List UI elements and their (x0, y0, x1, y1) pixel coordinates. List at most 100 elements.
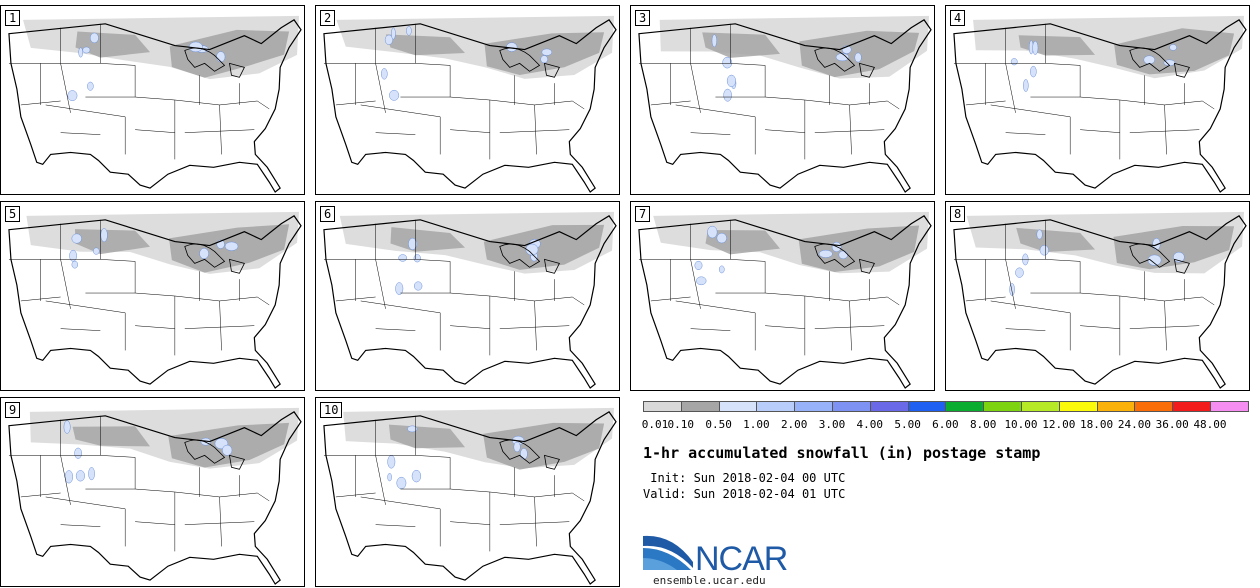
state-boundary (85, 292, 175, 297)
snow-spot (1036, 229, 1043, 240)
state-boundary (1129, 129, 1200, 133)
snow-spot (1010, 58, 1018, 66)
state-boundary (1129, 325, 1200, 329)
snow-spot (831, 241, 842, 252)
member-number-label: 8 (950, 206, 966, 222)
snow-band-west (74, 229, 151, 255)
state-boundary (730, 259, 766, 262)
state-boundary (1119, 99, 1203, 106)
colorbar-swatch (1134, 401, 1174, 412)
state-boundary (690, 223, 701, 309)
snow-spot (387, 473, 392, 482)
state-boundary (219, 104, 222, 155)
snow-band-heavy (483, 224, 605, 270)
state-boundary (715, 96, 805, 101)
colorbar-tick-label: 36.00 (1155, 418, 1189, 431)
state-boundary (135, 521, 175, 525)
state-boundary (489, 295, 573, 302)
member-number-label: 9 (5, 402, 21, 418)
snow-band-west (385, 34, 466, 56)
state-boundary (100, 259, 136, 262)
snow-spot (1152, 237, 1161, 251)
state-boundary (849, 104, 852, 155)
state-boundary (184, 521, 255, 525)
great-lakes (499, 243, 560, 274)
state-boundary (1005, 328, 1046, 331)
snow-spot (75, 470, 86, 482)
snow-spot (395, 282, 404, 296)
state-boundary (499, 521, 570, 525)
snow-spot (722, 56, 733, 69)
state-boundary (375, 524, 416, 527)
us-map (8, 15, 302, 193)
member-number-label: 7 (635, 206, 651, 222)
member-number-label: 2 (320, 10, 336, 26)
state-boundary (219, 300, 222, 351)
member-number-label: 1 (5, 10, 21, 26)
site-url: ensemble.ucar.edu (653, 574, 766, 587)
member-map-panel: 1 (0, 5, 305, 195)
colorbar-swatch (680, 401, 720, 412)
snow-spot (63, 420, 71, 434)
member-map-panel: 3 (630, 5, 935, 195)
us-outline (638, 215, 932, 389)
state-boundary (415, 455, 451, 458)
state-boundary (45, 300, 126, 314)
colorbar-tick-label: 8.00 (969, 418, 997, 431)
state-boundary (60, 132, 101, 135)
snow-spot (69, 249, 77, 262)
great-lakes (499, 47, 560, 78)
snow-spot (1023, 79, 1029, 92)
state-boundary (804, 99, 888, 106)
snow-spot (71, 260, 79, 269)
member-map-panel: 8 (945, 201, 1250, 391)
state-boundary (415, 259, 451, 262)
snow-spot (1147, 254, 1162, 266)
snow-spot (413, 281, 423, 291)
state-boundary (690, 328, 731, 331)
state-boundary (675, 104, 756, 118)
colorbar-tick-label: 3.00 (818, 418, 846, 431)
state-boundary (1005, 132, 1046, 135)
snow-spot (64, 470, 74, 484)
snow-band-heavy (1113, 226, 1235, 270)
colorbar-tick-label: 18.00 (1080, 418, 1114, 431)
state-boundary (450, 129, 490, 133)
colorbar-swatch (756, 401, 796, 412)
ncar-logo-icon (643, 535, 693, 570)
state-boundary (415, 63, 451, 66)
state-boundary (730, 63, 766, 66)
state-boundary (257, 296, 270, 306)
state-boundary (1005, 27, 1016, 113)
snow-spot (398, 254, 408, 262)
init-time: Init: Sun 2018-02-04 00 UTC (643, 471, 846, 485)
state-boundary (257, 100, 270, 110)
colorbar-swatch (945, 401, 985, 412)
us-map (953, 211, 1247, 389)
state-boundary (174, 295, 258, 302)
member-map-panel: 9 (0, 397, 305, 587)
state-boundary (174, 99, 258, 106)
great-lakes (184, 243, 245, 274)
snow-spot (413, 254, 421, 263)
snow-spot (835, 53, 850, 62)
state-boundary (375, 419, 386, 505)
state-boundary (572, 100, 585, 110)
state-boundary (1005, 223, 1016, 309)
snow-band-west (1016, 227, 1096, 253)
state-boundary (887, 100, 900, 110)
colorbar-tick-label: 2.00 (780, 418, 808, 431)
colorbar-swatch (643, 401, 682, 412)
state-boundary (1030, 292, 1120, 297)
state-boundary (690, 132, 731, 135)
snow-spot (1030, 65, 1037, 78)
state-boundary (534, 300, 537, 351)
colorbar-tick-label: 1.00 (743, 418, 770, 431)
state-boundary (1164, 300, 1167, 351)
snow-spot (391, 27, 396, 40)
snow-spot (1009, 283, 1015, 296)
state-boundary (990, 300, 1071, 314)
state-boundary (375, 223, 386, 309)
snow-spot (408, 237, 418, 250)
colorbar-swatch (983, 401, 1022, 412)
